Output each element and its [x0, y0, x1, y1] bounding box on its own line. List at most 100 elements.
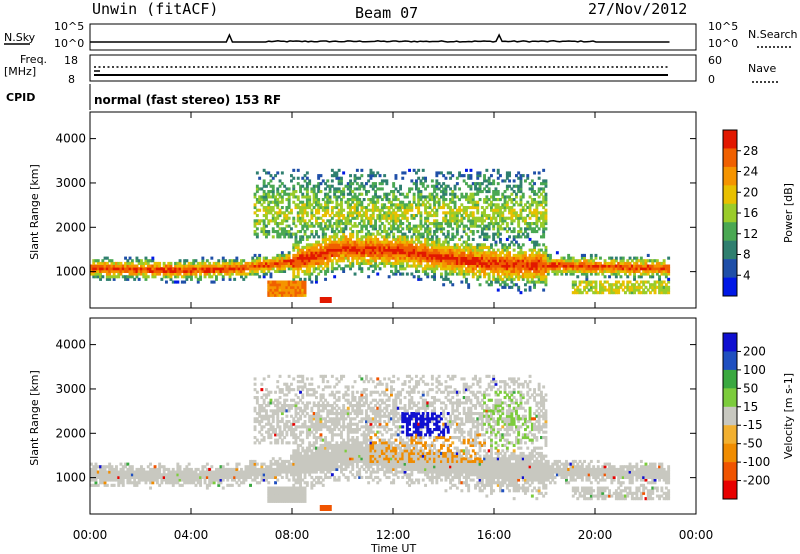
heatmap-cell — [494, 280, 498, 284]
heatmap-cell — [351, 211, 355, 215]
heatmap-cell — [290, 264, 293, 268]
heatmap-cell — [494, 240, 498, 244]
heatmap-cell — [465, 206, 468, 210]
heatmap-cell — [367, 259, 371, 263]
y-tick-label: 3000 — [55, 176, 86, 190]
heatmap-cell — [560, 272, 564, 276]
heatmap-cell — [90, 483, 93, 487]
heatmap-cell — [503, 208, 507, 212]
heatmap-cell — [271, 216, 275, 220]
heatmap-cell — [303, 174, 307, 178]
heatmap-cell — [146, 267, 150, 271]
heatmap-cell — [426, 206, 430, 210]
heatmap-cell — [376, 243, 380, 247]
heatmap-cell — [178, 267, 182, 271]
heatmap-cell — [499, 232, 502, 236]
heatmap-cell — [253, 425, 257, 429]
heatmap-cell — [376, 245, 380, 249]
heatmap-cell — [371, 182, 375, 186]
heatmap-cell — [276, 280, 280, 284]
heatmap-cell — [592, 269, 596, 273]
heatmap-cell — [292, 184, 296, 188]
heatmap-cell — [478, 182, 482, 186]
heatmap-cell — [192, 470, 196, 474]
heatmap-cell — [655, 285, 659, 289]
heatmap-cell — [408, 222, 411, 226]
heatmap-cell — [369, 219, 373, 223]
heatmap-cell — [578, 269, 582, 273]
heatmap-cell — [537, 187, 541, 191]
heatmap-cell — [176, 275, 180, 279]
heatmap-cell — [285, 259, 289, 263]
heatmap-cell — [537, 275, 541, 279]
heatmap-cell — [399, 245, 402, 249]
heatmap-cell — [169, 481, 173, 485]
heatmap-cell — [126, 475, 130, 479]
heatmap-cell — [267, 420, 271, 424]
heatmap-cell — [476, 248, 480, 252]
heatmap-cell — [346, 237, 350, 241]
heatmap-cell — [519, 267, 523, 271]
heatmap-cell — [594, 253, 598, 257]
heatmap-cell — [399, 208, 402, 212]
heatmap-cell — [283, 285, 287, 289]
heatmap-cell — [305, 245, 309, 249]
heatmap-cell — [405, 264, 409, 268]
heatmap-cell — [92, 467, 96, 471]
heatmap-cell — [426, 253, 430, 257]
heatmap-cell — [276, 214, 280, 218]
heatmap-cell — [317, 211, 321, 215]
heatmap-cell — [315, 259, 318, 263]
heatmap-cell — [392, 245, 396, 249]
heatmap-cell — [424, 272, 427, 276]
heatmap-cell — [124, 475, 127, 479]
heatmap-cell — [437, 200, 441, 204]
heatmap-cell — [290, 454, 293, 458]
heatmap-cell — [292, 489, 296, 493]
heatmap-cell — [533, 285, 536, 289]
heatmap-cell — [419, 264, 423, 268]
heatmap-cell — [294, 259, 298, 263]
heatmap-cell — [399, 192, 402, 196]
heatmap-cell — [451, 251, 455, 255]
heatmap-cell — [433, 243, 436, 247]
heatmap-cell — [305, 243, 309, 247]
heatmap-cell — [333, 243, 337, 247]
heatmap-cell — [103, 475, 107, 479]
heatmap-cell — [269, 200, 273, 204]
heatmap-cell — [292, 430, 296, 434]
heatmap-cell — [435, 195, 439, 199]
heatmap-cell — [269, 491, 273, 495]
heatmap-cell — [387, 256, 391, 260]
heatmap-cell — [535, 275, 539, 279]
heatmap-cell — [285, 491, 289, 495]
heatmap-cell — [521, 232, 525, 236]
heatmap-cell — [226, 470, 230, 474]
heatmap-cell — [326, 237, 330, 241]
heatmap-cell — [662, 280, 666, 284]
heatmap-cell — [617, 261, 621, 265]
heatmap-cell — [435, 171, 439, 175]
heatmap-cell — [585, 285, 589, 289]
heatmap-cell — [653, 259, 657, 263]
heatmap-cell — [290, 227, 293, 231]
heatmap-cell — [253, 264, 257, 268]
heatmap-cell — [624, 269, 627, 273]
heatmap-cell — [96, 465, 100, 469]
heatmap-cell — [269, 190, 273, 194]
heatmap-cell — [369, 232, 373, 236]
heatmap-cell — [203, 465, 207, 469]
heatmap-cell — [585, 275, 589, 279]
heatmap-cell — [301, 253, 305, 257]
heatmap-cell — [285, 232, 289, 236]
heatmap-cell — [324, 200, 327, 204]
heatmap-cell — [437, 187, 441, 191]
heatmap-cell — [315, 256, 318, 260]
heatmap-cell — [103, 473, 107, 477]
heatmap-cell — [124, 269, 127, 273]
heatmap-cell — [294, 264, 298, 268]
heatmap-cell — [533, 256, 536, 260]
heatmap-cell — [435, 200, 439, 204]
heatmap-cell — [437, 198, 441, 202]
heatmap-cell — [283, 470, 287, 474]
